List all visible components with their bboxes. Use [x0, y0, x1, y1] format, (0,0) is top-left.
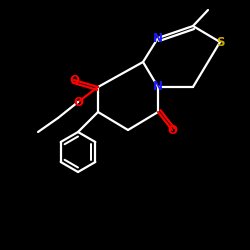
- Text: O: O: [69, 74, 79, 86]
- Text: O: O: [167, 124, 177, 136]
- Text: N: N: [153, 80, 163, 94]
- Text: O: O: [73, 96, 83, 108]
- Text: N: N: [153, 32, 163, 44]
- Text: S: S: [216, 36, 224, 49]
